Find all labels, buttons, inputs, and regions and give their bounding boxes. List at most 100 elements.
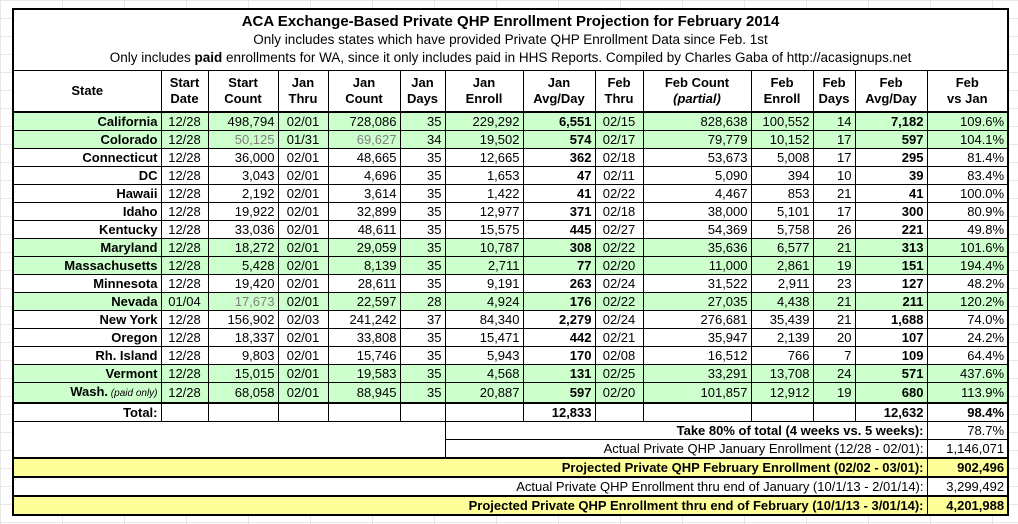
cell-feb-enroll: 12,912 (750, 382, 814, 404)
column-header-feb-vs-jan: Feb vs Jan (926, 70, 1009, 113)
cell-feb-count: 79,779 (642, 130, 752, 149)
state-row-colorado: Colorado 12/28 50,125 01/31 69,627 34 19,502 57… (12, 130, 1009, 149)
total-cell-feb-vs-jan: 98.4% (926, 402, 1009, 422)
cell-feb-count: 35,947 (642, 328, 752, 347)
state-row-wash: Wash. (paid only) 12/28 68,058 02/01 88,945 3… (12, 382, 1009, 404)
column-header-feb-enroll: Feb Enroll (750, 70, 814, 113)
cell-feb-vs-jan: 104.1% (926, 130, 1009, 149)
cell-feb-enroll: 13,708 (750, 364, 814, 383)
cell-feb-count: 38,000 (642, 202, 752, 221)
cell-jan-thru: 02/01 (277, 148, 329, 167)
cell-feb-avg-day: 107 (854, 328, 928, 347)
state-row-idaho: Idaho 12/28 19,922 02/01 32,899 35 12,977 371 02… (12, 202, 1009, 221)
cell-jan-days: 35 (399, 111, 446, 131)
cell-start-count: 9,803 (207, 346, 279, 365)
cell-feb-count: 11,000 (642, 256, 752, 275)
cell-feb-days: 21 (812, 184, 856, 203)
cell-feb-enroll: 4,438 (750, 292, 814, 311)
cell-jan-thru: 02/01 (277, 166, 329, 185)
cell-start-date: 12/28 (160, 184, 209, 203)
summary-label: Projected Private QHP February Enrollmen… (12, 457, 928, 478)
cell-start-count: 36,000 (207, 148, 279, 167)
cell-jan-count: 3,614 (327, 184, 401, 203)
cell-jan-days: 37 (399, 310, 446, 329)
cell-feb-days: 17 (812, 148, 856, 167)
cell-jan-thru: 02/01 (277, 111, 329, 131)
cell-feb-days: 20 (812, 328, 856, 347)
state-cell: California (12, 111, 162, 131)
cell-start-count: 156,902 (207, 310, 279, 329)
cell-jan-enroll: 4,924 (444, 292, 524, 311)
cell-start-count: 3,043 (207, 166, 279, 185)
cell-feb-thru: 02/27 (594, 220, 644, 239)
cell-feb-days: 14 (812, 111, 856, 131)
cell-jan-avg-day: 597 (522, 382, 596, 404)
cell-jan-avg-day: 371 (522, 202, 596, 221)
cell-jan-days: 35 (399, 364, 446, 383)
cell-jan-count: 48,611 (327, 220, 401, 239)
cell-feb-thru: 02/08 (594, 346, 644, 365)
cell-jan-count: 22,597 (327, 292, 401, 311)
summary-label: Take 80% of total (4 weeks vs. 5 weeks): (444, 421, 928, 440)
summary-label: Actual Private QHP January Enrollment (1… (444, 439, 928, 459)
cell-jan-enroll: 2,711 (444, 256, 524, 275)
cell-feb-vs-jan: 109.6% (926, 111, 1009, 131)
cell-jan-thru: 02/01 (277, 220, 329, 239)
state-cell: Nevada (12, 292, 162, 311)
cell-feb-thru: 02/24 (594, 274, 644, 293)
cell-feb-avg-day: 295 (854, 148, 928, 167)
cell-feb-vs-jan: 437.6% (926, 364, 1009, 383)
cell-jan-days: 35 (399, 238, 446, 257)
state-row-hawaii: Hawaii 12/28 2,192 02/01 3,614 35 1,422 41 02/22… (12, 184, 1009, 203)
cell-jan-count: 33,808 (327, 328, 401, 347)
cell-start-count: 18,272 (207, 238, 279, 257)
cell-feb-vs-jan: 194.4% (926, 256, 1009, 275)
cell-jan-count: 28,611 (327, 274, 401, 293)
cell-start-count: 498,794 (207, 111, 279, 131)
cell-feb-avg-day: 1,688 (854, 310, 928, 329)
cell-feb-enroll: 853 (750, 184, 814, 203)
cell-jan-thru: 02/01 (277, 364, 329, 383)
summary-label: Projected Private QHP Enrollment thru en… (12, 495, 928, 516)
total-cell-jan-count (327, 402, 401, 422)
cell-feb-avg-day: 597 (854, 130, 928, 149)
cell-jan-days: 34 (399, 130, 446, 149)
cell-feb-avg-day: 127 (854, 274, 928, 293)
cell-feb-enroll: 6,577 (750, 238, 814, 257)
state-cell: Hawaii (12, 184, 162, 203)
subtitle-2-prefix: Only includes (109, 50, 195, 65)
subtitle-1: Only includes states which have provided… (253, 32, 768, 47)
cell-feb-days: 10 (812, 166, 856, 185)
cell-start-count: 50,125 (207, 130, 279, 149)
cell-feb-days: 21 (812, 292, 856, 311)
cell-jan-avg-day: 170 (522, 346, 596, 365)
cell-jan-thru: 02/01 (277, 274, 329, 293)
cell-jan-enroll: 20,887 (444, 382, 524, 404)
summary-value: 78.7% (926, 421, 1009, 440)
cell-jan-enroll: 4,568 (444, 364, 524, 383)
cell-jan-thru: 02/01 (277, 292, 329, 311)
total-cell-jan-enroll (444, 402, 524, 422)
cell-start-date: 12/28 (160, 328, 209, 347)
cell-feb-thru: 02/15 (594, 111, 644, 131)
state-row-kentucky: Kentucky 12/28 33,036 02/01 48,611 35 15,575 44… (12, 220, 1009, 239)
cell-feb-enroll: 100,552 (750, 111, 814, 131)
cell-feb-avg-day: 39 (854, 166, 928, 185)
cell-jan-thru: 02/01 (277, 256, 329, 275)
total-label: Total: (12, 402, 162, 422)
subtitle-2: Only includes paid enrollments for WA, s… (18, 49, 1003, 67)
cell-feb-enroll: 766 (750, 346, 814, 365)
page-title: ACA Exchange-Based Private QHP Enrollmen… (241, 13, 780, 30)
cell-feb-count: 5,090 (642, 166, 752, 185)
column-header-jan-count: Jan Count (327, 70, 401, 113)
cell-feb-days: 26 (812, 220, 856, 239)
cell-start-date: 12/28 (160, 111, 209, 131)
cell-feb-vs-jan: 49.8% (926, 220, 1009, 239)
total-cell-start-date (160, 402, 209, 422)
cell-start-date: 12/28 (160, 274, 209, 293)
cell-jan-avg-day: 263 (522, 274, 596, 293)
cell-feb-enroll: 2,139 (750, 328, 814, 347)
cell-feb-thru: 02/24 (594, 310, 644, 329)
cell-jan-enroll: 15,575 (444, 220, 524, 239)
cell-feb-enroll: 35,439 (750, 310, 814, 329)
